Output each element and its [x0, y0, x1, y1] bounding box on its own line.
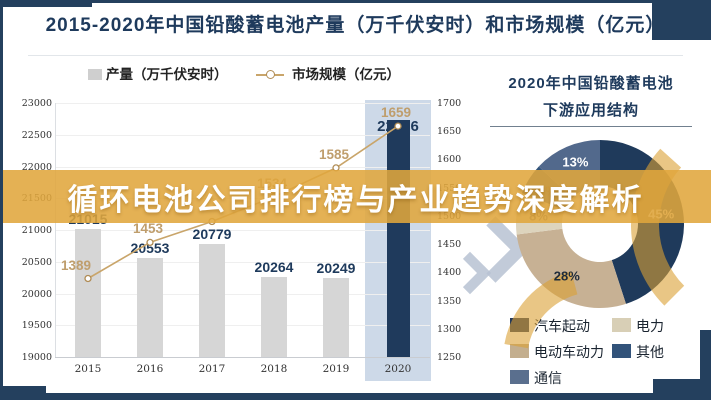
right-axis-tick-label: 1700	[437, 98, 462, 109]
gridline	[55, 134, 430, 136]
bar-value-label-2016: 20553	[130, 240, 170, 257]
left-axis-tick-label: 22000	[21, 161, 52, 173]
x-axis-label-2015: 2015	[74, 363, 102, 375]
pie-percent-label-电动车动力: 28%	[553, 268, 580, 284]
bar-value-label-2018: 20264	[254, 258, 294, 275]
line-value-label-2020: 1659	[380, 105, 412, 121]
gridline	[55, 103, 430, 104]
overlay-banner-text: 循环电池公司排行榜与产业趋势深度解析	[67, 183, 644, 217]
donut-title: 2020年中国铅酸蓄电池 下游应用结构	[478, 70, 704, 124]
left-axis-tick-label: 23000	[21, 98, 52, 109]
legend-swatch-电力	[612, 318, 631, 332]
donut-title-line1: 2020年中国铅酸蓄电池	[508, 75, 674, 92]
left-axis-tick-label: 22500	[21, 129, 52, 141]
overlay-banner: 循环电池公司排行榜与产业趋势深度解析	[0, 170, 711, 223]
left-axis-tick-label: 20000	[21, 288, 52, 300]
line-value-label-2015: 1389	[60, 257, 92, 273]
x-axis-line	[55, 357, 430, 358]
frame-left-line	[0, 0, 3, 400]
legend-swatch-通信	[510, 370, 529, 384]
legend-label-production: 产量（万千伏安时）	[106, 67, 228, 83]
pie-percent-label-通信: 13%	[562, 154, 589, 170]
x-axis-label-2016: 2016	[136, 363, 164, 375]
legend-label-market-size: 市场规模（亿元）	[292, 67, 400, 83]
bar-2017	[199, 244, 225, 357]
frame-bottom-line	[0, 393, 711, 400]
right-axis-tick-label: 1300	[437, 323, 462, 335]
right-axis-tick-label: 1250	[437, 352, 462, 363]
bar-2018	[261, 276, 287, 357]
legend-label-其他: 其他	[636, 345, 664, 361]
y-axis-line	[55, 103, 56, 357]
frame-top-right-block	[652, 0, 711, 40]
bar-value-label-2019: 20249	[316, 259, 356, 276]
title-divider	[28, 55, 683, 56]
legend-label-电力: 电力	[636, 319, 664, 335]
left-axis-tick-label: 21000	[21, 225, 52, 236]
legend-swatch-production	[88, 69, 102, 80]
gridline	[55, 325, 430, 327]
bar-2016	[137, 258, 163, 357]
right-axis-tick-label: 1350	[437, 295, 462, 307]
gridline	[55, 293, 430, 295]
frame-top-line	[0, 0, 711, 3]
right-axis-tick-label: 1650	[437, 126, 462, 138]
right-axis-tick-label: 1600	[437, 154, 462, 166]
line-value-label-2019: 1585	[318, 146, 350, 162]
legend-swatch-其他	[612, 344, 631, 358]
donut-title-underline	[490, 126, 692, 127]
legend-label-通信: 通信	[534, 371, 562, 387]
line-value-label-2016: 1453	[132, 221, 164, 237]
x-axis-label-2020: 2020	[384, 363, 412, 375]
right-axis-tick-label: 1450	[437, 239, 462, 251]
frame-bottom-right-block	[653, 379, 711, 400]
x-axis-label-2019: 2019	[322, 363, 350, 375]
legend-swatch-汽车起动	[510, 318, 529, 332]
bar-2015	[75, 229, 101, 357]
legend-circle-marker-icon	[266, 70, 275, 79]
left-axis-tick-label: 20500	[21, 256, 52, 268]
legend-label-电动车动力: 电动车动力	[534, 345, 604, 361]
legend-swatch-电动车动力	[510, 344, 529, 358]
left-axis-tick-label: 19000	[21, 352, 52, 363]
x-axis-label-2017: 2017	[198, 363, 226, 375]
frame-bottom-left-block	[0, 386, 46, 400]
frame-right-accent	[700, 330, 711, 400]
gridline	[55, 166, 430, 168]
bar-2020	[386, 119, 410, 357]
bar-value-label-2017: 20779	[192, 226, 232, 242]
frame-top-left-block	[0, 0, 92, 7]
left-axis-tick-label: 19500	[21, 320, 52, 332]
x-axis-label-2018: 2018	[260, 363, 288, 375]
right-axis-tick-label: 1400	[437, 267, 462, 279]
page-title: 2015-2020年中国铅酸蓄电池产量（万千伏安时）和市场规模（亿元）	[45, 15, 666, 36]
bar-2019	[323, 277, 349, 357]
legend-label-汽车起动: 汽车起动	[534, 319, 590, 335]
donut-title-line2: 下游应用结构	[542, 102, 639, 119]
